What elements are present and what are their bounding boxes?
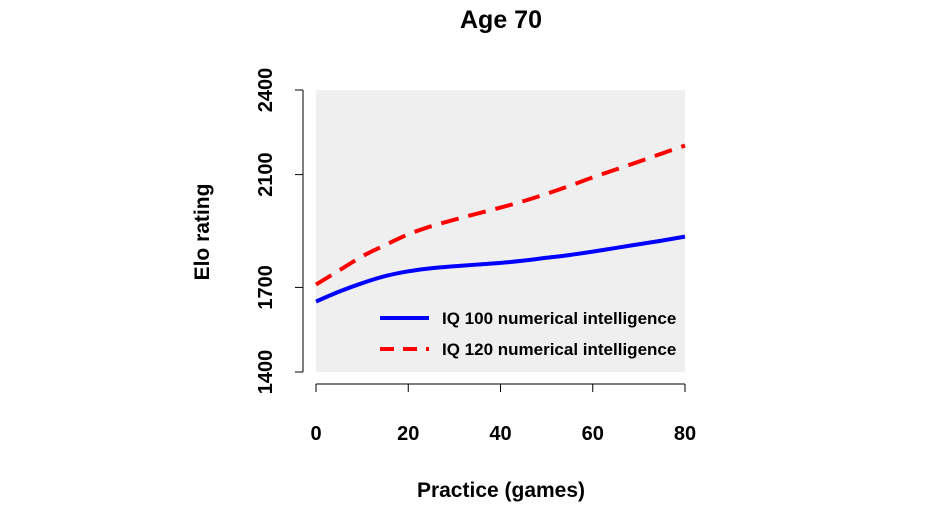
y-axis-label: Elo rating: [191, 184, 214, 281]
x-tick-label: 60: [582, 423, 604, 445]
x-tick-label: 80: [674, 423, 696, 445]
plot-area: [316, 90, 685, 372]
series-line-1: [315, 234, 686, 304]
y-tick-label: 1700: [255, 265, 277, 310]
legend-label-1: IQ 100 numerical intelligence: [442, 309, 676, 328]
y-tick-label: 2100: [255, 152, 277, 197]
y-tick-label: 2400: [255, 68, 277, 113]
x-axis-label: Practice (games): [417, 479, 585, 502]
y-axis: 1400 1700 2100 2400: [255, 68, 304, 395]
chart-title: Age 70: [460, 6, 542, 34]
x-tick-label: 20: [397, 423, 419, 445]
legend: IQ 100 numerical intelligence IQ 120 nume…: [380, 309, 676, 359]
legend-label-2: IQ 120 numerical intelligence: [442, 340, 676, 359]
series-line-2: [314, 143, 686, 287]
x-tick-label: 0: [310, 423, 321, 445]
y-tick-label: 1400: [255, 350, 277, 395]
x-tick-label: 40: [489, 423, 511, 445]
series-layer: [314, 143, 686, 304]
x-axis: 0 20 40 60 80: [310, 383, 696, 445]
